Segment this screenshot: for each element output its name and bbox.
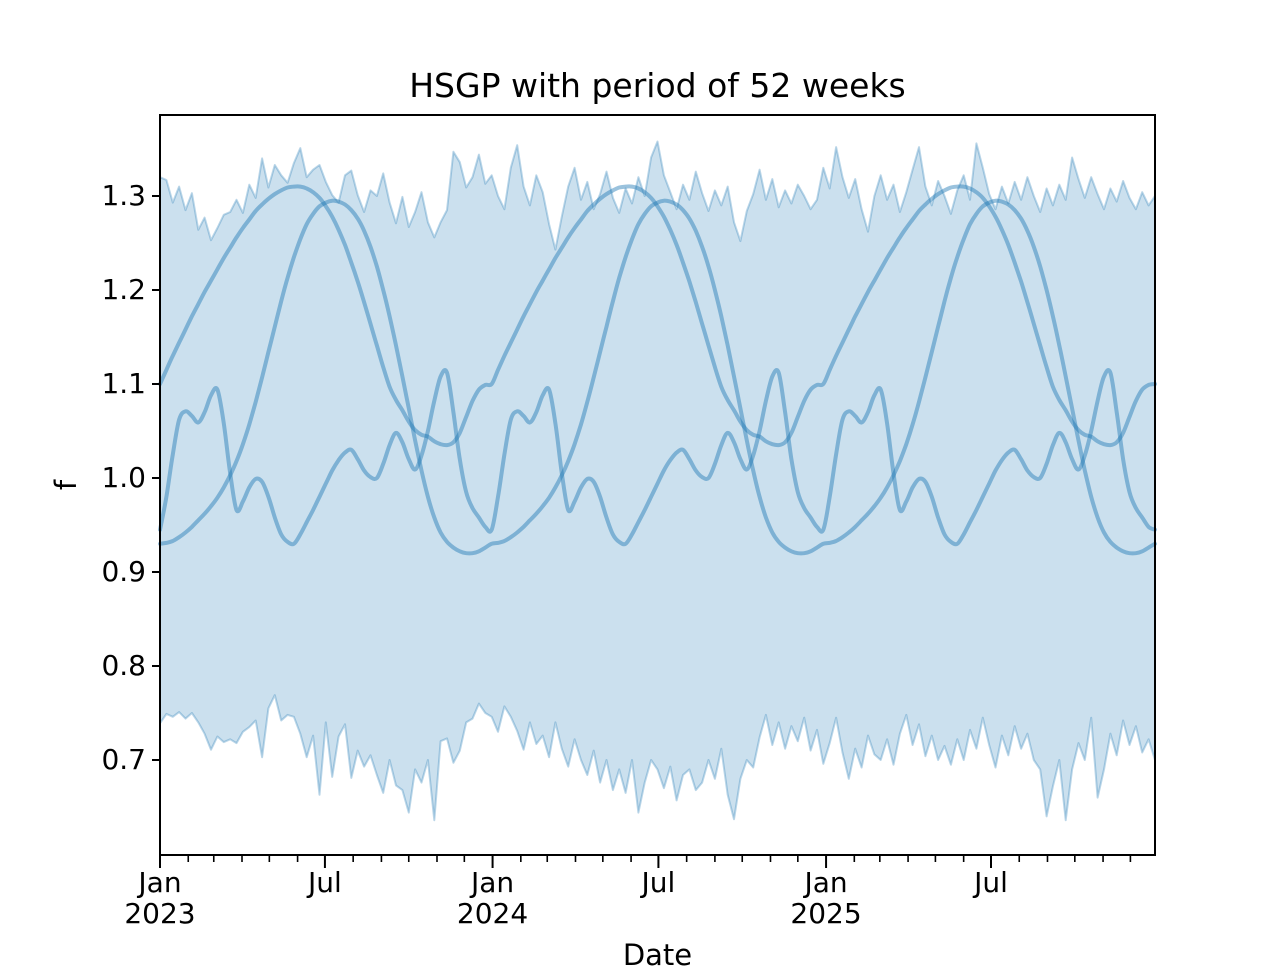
x-tick-label: Jul — [588, 867, 728, 898]
y-tick-label: 0.7 — [101, 743, 146, 776]
x-tick-label: Jan 2023 — [90, 867, 230, 929]
x-tick-year: 2023 — [124, 897, 196, 930]
x-tick-month: Jul — [974, 866, 1008, 899]
y-tick-label: 1.1 — [101, 367, 146, 400]
y-tick-label: 1.2 — [101, 273, 146, 306]
posterior-sample-3-line — [158, 368, 1157, 547]
x-tick-month: Jan — [470, 866, 515, 899]
x-tick-label: Jul — [921, 867, 1061, 898]
y-tick-label: 0.8 — [101, 649, 146, 682]
y-tick-label: 1.3 — [101, 179, 146, 212]
x-tick-year: 2025 — [790, 897, 862, 930]
x-axis-label: Date — [622, 938, 693, 972]
posterior-sample-2-line — [158, 198, 1157, 556]
x-tick-label: Jan 2025 — [756, 867, 896, 929]
x-tick-month: Jul — [641, 866, 676, 899]
x-tick-month: Jan — [138, 866, 182, 899]
x-tick-label: Jul — [255, 867, 395, 898]
y-tick-label: 0.9 — [101, 555, 146, 588]
x-tick-month: Jul — [308, 866, 342, 899]
x-tick-year: 2024 — [456, 897, 529, 930]
x-tick-month: Jan — [804, 866, 848, 899]
x-tick-label: Jan 2024 — [423, 867, 563, 929]
y-tick-label: 1.0 — [101, 461, 146, 494]
chart-title: HSGP with period of 52 weeks — [409, 66, 906, 105]
posterior-sample-1-line — [158, 184, 1157, 448]
